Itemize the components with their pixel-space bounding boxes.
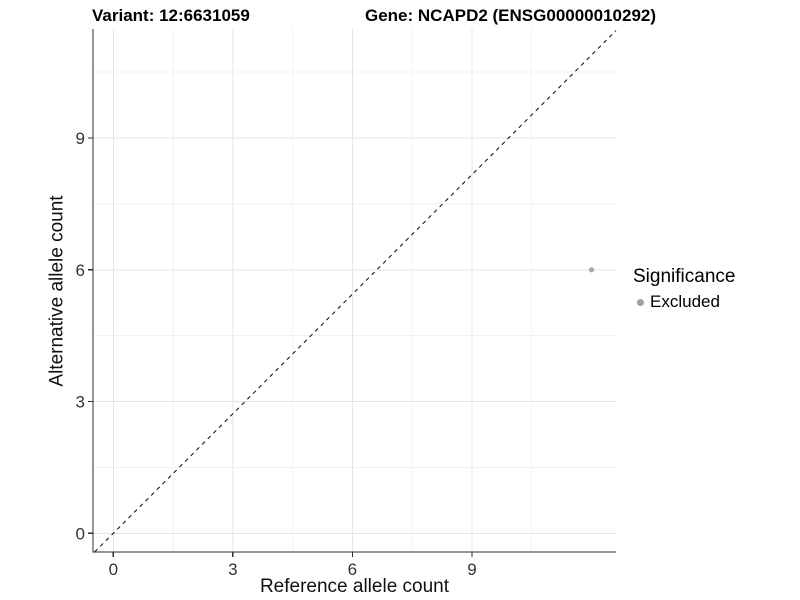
y-tick-label: 6 [76, 261, 85, 280]
y-tick-label: 0 [76, 524, 85, 543]
legend-item-label: Excluded [650, 292, 720, 311]
data-point [588, 267, 595, 273]
x-axis-title: Reference allele count [259, 576, 450, 597]
y-axis-title: Alternative allele count [46, 195, 68, 387]
legend-title: Significance [633, 266, 736, 287]
y-tick-label: 9 [76, 129, 85, 148]
y-tick-label: 3 [76, 393, 85, 412]
x-tick-label: 0 [109, 560, 118, 579]
plot-title-gene: Gene: NCAPD2 (ENSG00000010292) [365, 6, 657, 25]
x-tick-label: 9 [467, 560, 476, 579]
x-tick-label: 6 [348, 560, 357, 579]
identity-reference-line [94, 30, 617, 553]
x-tick-label: 3 [228, 560, 237, 579]
legend-item-excluded: Excluded [633, 292, 735, 312]
plot-title-variant: Variant: 12:6631059 [92, 6, 250, 25]
legend-point-icon [637, 298, 644, 306]
legend: Significance Excluded [633, 266, 735, 312]
